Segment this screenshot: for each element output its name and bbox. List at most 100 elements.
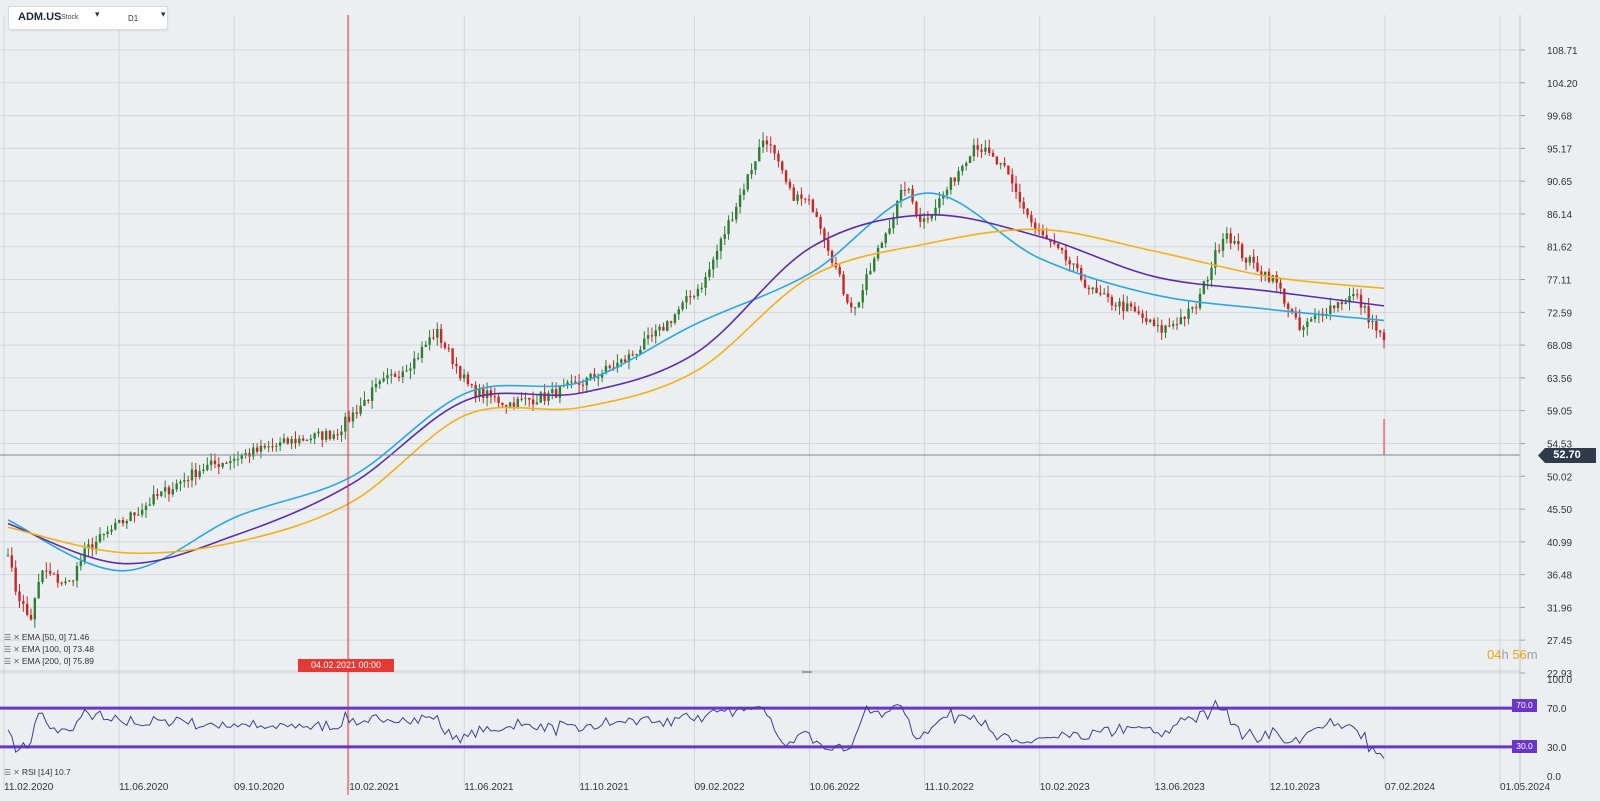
candle-body (873, 258, 876, 272)
close-icon[interactable]: ✕ (13, 656, 20, 666)
candle-body (1194, 307, 1198, 309)
close-icon[interactable]: ✕ (13, 767, 20, 777)
price-tick-label: 72.59 (1547, 308, 1572, 319)
candle-body (1217, 250, 1221, 252)
candle-body (482, 388, 485, 398)
candle-body (1122, 301, 1125, 312)
candle-body (1306, 321, 1309, 328)
candle-body (416, 357, 420, 359)
price-tick-label: 81.62 (1547, 243, 1572, 254)
candle-body (938, 198, 941, 208)
price-tick-label: 104.20 (1547, 79, 1578, 90)
rsi-tick-label: 70.0 (1547, 704, 1567, 715)
candle-body (144, 505, 148, 511)
candle-body (597, 377, 600, 379)
candle-body (781, 161, 784, 171)
symbol-dropdown-icon[interactable]: ▾ (95, 9, 100, 19)
candle-body (1057, 243, 1060, 248)
candle-body (777, 153, 780, 162)
close-icon[interactable]: ✕ (13, 632, 20, 642)
candle-body (148, 504, 152, 506)
date-tick-label: 01.05.2024 (1500, 782, 1550, 793)
candle-body (1041, 230, 1045, 236)
candle-body (926, 218, 930, 220)
candle-body (623, 359, 627, 363)
date-tick-label: 10.06.2022 (810, 782, 860, 793)
candle-body (570, 381, 573, 383)
candle-body (286, 438, 289, 444)
candle-body (547, 393, 550, 401)
timeframe-dropdown-icon[interactable]: ▾ (161, 9, 166, 19)
candle-body (804, 198, 807, 200)
date-tick-label: 13.06.2023 (1155, 782, 1205, 793)
candle-body (554, 389, 558, 398)
candle-body (1344, 302, 1347, 305)
candle-body (735, 206, 738, 220)
candle-body (217, 464, 221, 467)
close-icon[interactable]: ✕ (13, 644, 20, 654)
symbol-name[interactable]: ADM.US (18, 11, 62, 23)
candle-body (133, 512, 136, 516)
candle-body (436, 328, 439, 338)
current-price-tag: 52.70 (1538, 448, 1596, 463)
candle-body (1103, 293, 1106, 295)
candle-body (18, 591, 21, 602)
candle-body (1076, 263, 1079, 268)
candle-body (413, 358, 416, 369)
countdown-hours: 04 (1487, 647, 1502, 662)
candle-body (880, 243, 884, 248)
candle-body (742, 189, 746, 195)
candle-body (604, 365, 608, 374)
candle-body (1110, 296, 1114, 306)
candle-body (1298, 317, 1301, 330)
list-icon[interactable]: ☰ (4, 632, 12, 642)
list-icon[interactable]: ☰ (4, 644, 12, 654)
candle-body (681, 302, 684, 310)
candle-body (627, 354, 631, 363)
candle-body (965, 162, 968, 166)
legend-label: RSI (21, 767, 37, 777)
symbol-selector[interactable]: ADM.US Stock ▾ D1 ▾ (8, 6, 168, 30)
legend-value: 75.89 (72, 656, 94, 666)
candle-body (704, 277, 707, 288)
candle-body (888, 228, 891, 234)
candle-body (1202, 281, 1206, 294)
candle-body (819, 216, 822, 229)
candle-body (1355, 294, 1359, 296)
timeframe-selector[interactable]: D1 (128, 14, 139, 23)
candle-body (1237, 241, 1240, 245)
list-icon[interactable]: ☰ (4, 767, 12, 777)
candle-body (443, 342, 447, 348)
candle-body (869, 271, 872, 275)
legend-params: [200, 0] (42, 656, 71, 666)
candle-body (673, 314, 677, 323)
candle-body (635, 354, 638, 356)
price-tick-label: 31.96 (1547, 603, 1572, 614)
date-tick-label: 12.10.2023 (1270, 782, 1320, 793)
candle-body (263, 445, 267, 448)
candle-body (899, 189, 903, 202)
candle-body (332, 434, 335, 439)
candle-body (183, 480, 186, 482)
candle-body (382, 378, 385, 382)
candle-body (56, 573, 60, 583)
candle-body (551, 389, 554, 394)
candle-body (447, 347, 450, 349)
pane-resize-handle[interactable] (802, 671, 812, 673)
candle-body (1099, 293, 1102, 295)
candle-body (363, 399, 366, 406)
candle-body (823, 228, 826, 240)
candle-body (1271, 275, 1275, 282)
candle-body (731, 219, 734, 221)
list-icon[interactable]: ☰ (4, 656, 12, 666)
candle-body (646, 335, 650, 339)
candle-body (842, 274, 845, 295)
candle-body (359, 405, 362, 414)
candle-body (317, 431, 320, 434)
legend-ema-50: ☰ ✕ EMA [50, 0] 71.46 (4, 632, 89, 642)
candle-body (1382, 332, 1386, 341)
candle-body (420, 346, 424, 358)
candle-body (1141, 313, 1144, 319)
candle-body (1152, 319, 1156, 327)
